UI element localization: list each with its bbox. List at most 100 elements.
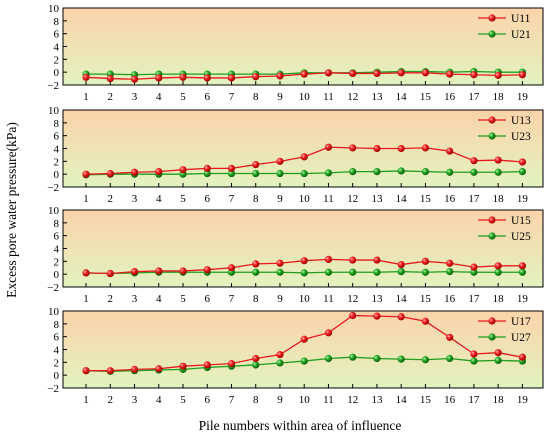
data-point-U15: [349, 256, 357, 264]
data-point-U23: [227, 169, 236, 178]
legend-marker-U15: [488, 216, 496, 224]
panel-background: [62, 310, 544, 389]
data-point-U11: [227, 74, 236, 82]
y-tick-label: 8: [54, 16, 60, 28]
x-tick-label: 19: [517, 91, 529, 103]
data-point-U17: [276, 351, 284, 359]
legend-marker-U23: [488, 132, 496, 140]
x-tick-label: 10: [299, 91, 311, 103]
x-tick-label: 2: [108, 293, 114, 305]
x-tick-label: 11: [323, 193, 334, 205]
data-point-U11: [179, 73, 187, 81]
x-tick-label: 12: [347, 91, 358, 103]
data-point-U13: [421, 144, 430, 152]
data-point-U15: [518, 262, 526, 270]
data-point-U25: [324, 268, 333, 276]
data-point-U11: [300, 70, 308, 78]
data-point-U23: [252, 169, 260, 178]
data-point-U27: [421, 356, 430, 364]
y-tick-label: 2: [54, 357, 60, 369]
x-tick-label: 17: [468, 293, 480, 305]
data-point-U27: [470, 357, 478, 365]
y-tick-label: 6: [54, 29, 60, 41]
x-tick-label: 1: [83, 293, 89, 305]
data-point-U15: [155, 267, 163, 275]
x-tick-label: 17: [468, 193, 480, 205]
data-point-U11: [276, 72, 284, 80]
data-point-U13: [324, 143, 333, 151]
data-point-U23: [203, 169, 211, 178]
x-tick-label: 3: [132, 193, 138, 205]
x-tick-label: 9: [277, 91, 283, 103]
x-tick-label: 1: [83, 193, 89, 205]
data-point-U13: [470, 157, 478, 165]
y-tick-label: 4: [54, 345, 60, 357]
data-point-U25: [421, 268, 430, 276]
y-tick-label: 10: [48, 306, 60, 318]
x-tick-label: 13: [371, 193, 383, 205]
y-tick-label: 2: [54, 256, 60, 268]
data-point-U11: [494, 71, 502, 79]
x-tick-label: 4: [156, 293, 162, 305]
data-point-U15: [130, 268, 139, 276]
x-tick-label: 16: [444, 293, 456, 305]
legend-marker-U13: [488, 116, 496, 124]
data-point-U23: [470, 168, 478, 176]
x-tick-label: 7: [229, 91, 235, 103]
x-tick-label: 16: [444, 193, 456, 205]
data-point-U11: [324, 69, 333, 77]
data-point-U15: [421, 257, 430, 265]
x-tick-label: 4: [156, 91, 162, 103]
legend-label-U25: U25: [511, 231, 531, 243]
y-tick-label: 4: [54, 244, 60, 256]
x-tick-label: 15: [420, 91, 432, 103]
legend-marker-U17: [488, 317, 496, 325]
y-tick-label: 6: [54, 332, 60, 344]
data-point-U17: [300, 335, 308, 343]
x-tick-label: 8: [253, 293, 259, 305]
data-point-U27: [300, 357, 308, 365]
x-tick-label: 8: [253, 91, 259, 103]
y-tick-label: −2: [47, 182, 59, 194]
y-tick-label: 0: [54, 370, 60, 382]
x-tick-label: 8: [253, 193, 259, 205]
data-point-U17: [421, 317, 430, 325]
data-point-U17: [179, 362, 187, 370]
data-point-U13: [106, 169, 114, 178]
data-point-U13: [252, 160, 260, 169]
data-point-U23: [300, 169, 308, 178]
data-point-U27: [276, 359, 284, 367]
y-tick-label: 4: [54, 42, 60, 54]
x-tick-label: 6: [204, 293, 210, 305]
y-tick-label: 6: [54, 131, 60, 143]
x-tick-label: 5: [180, 193, 186, 205]
x-tick-label: 4: [156, 193, 162, 205]
x-tick-label: 5: [180, 293, 186, 305]
data-point-U27: [494, 356, 502, 365]
data-point-U13: [276, 157, 284, 165]
data-point-U17: [397, 313, 405, 321]
legend-label-U23: U23: [511, 131, 531, 143]
data-point-U13: [82, 170, 90, 178]
data-point-U17: [227, 360, 236, 368]
data-point-U17: [494, 349, 502, 357]
data-point-U11: [155, 74, 163, 82]
legend-label-U13: U13: [511, 115, 531, 127]
legend-marker-U11: [488, 14, 496, 22]
y-tick-label: 8: [54, 218, 60, 230]
x-tick-label: 3: [132, 91, 138, 103]
data-point-U17: [470, 350, 478, 358]
data-point-U23: [494, 168, 502, 176]
x-tick-label: 17: [468, 394, 480, 406]
y-tick-label: 8: [54, 319, 60, 331]
data-point-U27: [324, 354, 333, 363]
data-point-U23: [421, 168, 430, 176]
data-point-U11: [470, 71, 478, 79]
x-tick-label: 9: [277, 293, 283, 305]
y-tick-label: −2: [47, 282, 59, 294]
x-tick-label: 6: [204, 91, 210, 103]
legend-label-U21: U21: [511, 29, 531, 41]
